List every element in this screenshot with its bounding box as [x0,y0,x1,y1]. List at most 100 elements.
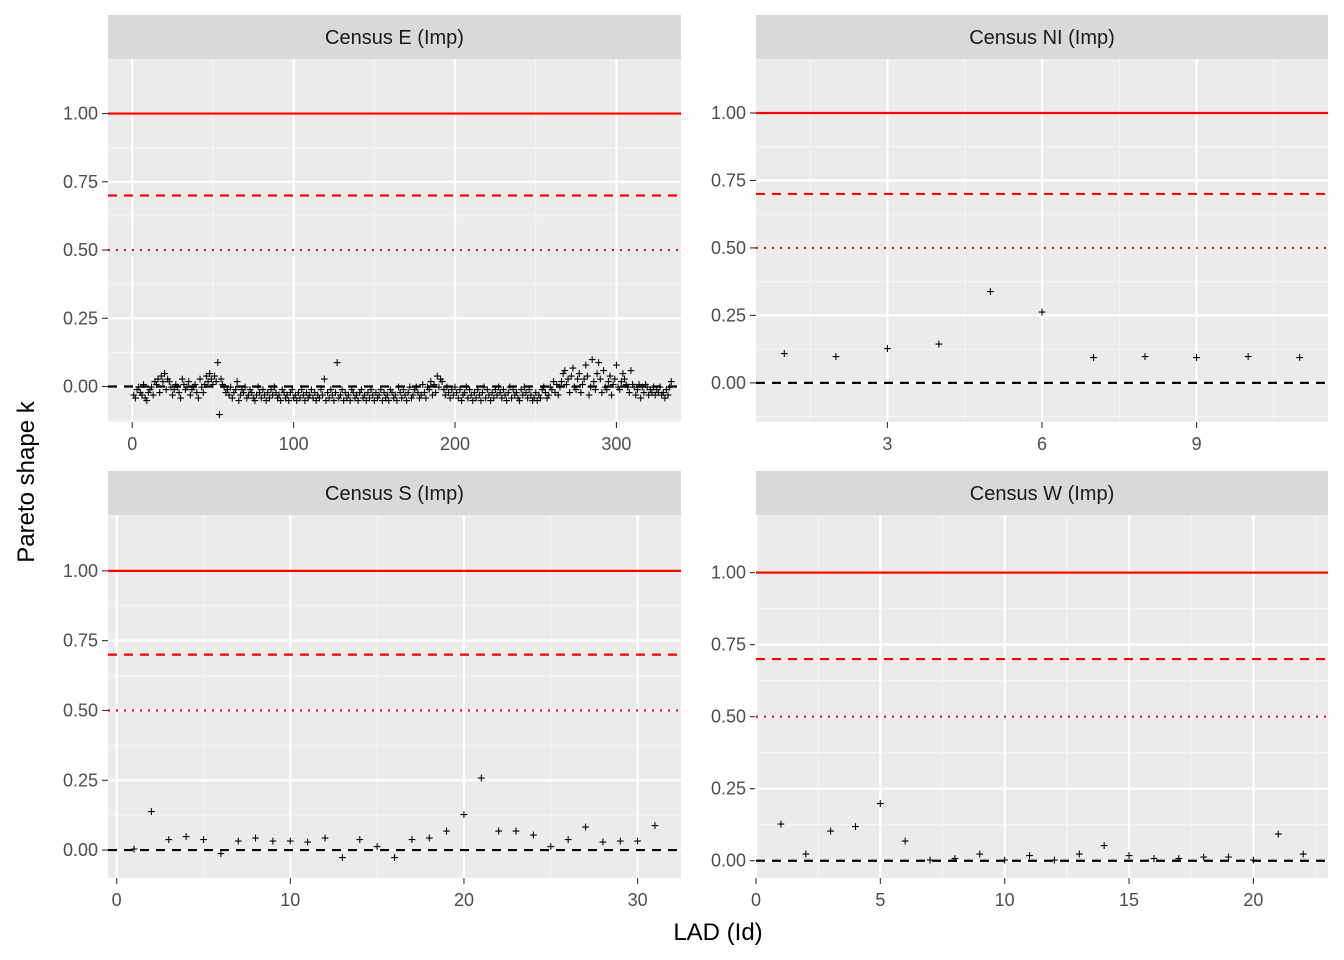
data-point: + [161,366,169,381]
data-point: + [417,388,425,403]
data-point: + [522,385,530,400]
data-point: + [285,394,293,409]
y-tick-label: 0.50 [63,240,98,260]
data-point: + [462,380,470,395]
x-tick-label: 3 [882,434,892,454]
data-point: + [320,372,328,387]
data-point: + [209,377,217,392]
data-point: + [488,385,496,400]
data-point: + [832,349,840,364]
data-point: + [146,383,154,398]
data-point: + [469,394,477,409]
data-point: + [529,828,537,843]
data-point: + [575,366,583,381]
data-point: + [579,377,587,392]
x-tick-label: 300 [601,434,631,454]
data-point: + [664,388,672,403]
data-point: + [291,388,299,403]
data-point: + [159,375,167,390]
data-point: + [172,377,180,392]
data-point: + [401,388,409,403]
data-point: + [230,385,238,400]
y-tick-label: 0.50 [711,238,746,258]
data-point: + [359,391,367,406]
data-point: + [659,385,667,400]
y-tick-label: 1.00 [711,563,746,583]
data-point: + [1038,305,1046,320]
data-point: + [243,391,251,406]
data-points: + + + + + + + + + + + + + + + + + + + + + + [777,797,1307,868]
data-point: + [951,851,959,866]
data-point: + [375,388,383,403]
data-point: + [203,369,211,384]
data-point: + [338,851,346,866]
data-point: + [433,369,441,384]
panel-2: Census NI (Imp)0.000.250.500.751.003 6 9+ +… [711,15,1328,454]
data-point: + [280,385,288,400]
data-point: + [547,839,555,854]
data-point: + [147,804,155,819]
data-point: + [200,832,208,847]
data-point: + [307,383,315,398]
data-point: + [398,391,406,406]
data-point: + [1125,848,1133,863]
data-point: + [472,391,480,406]
data-point: + [217,372,225,387]
data-point: + [425,383,433,398]
x-tick-label: 6 [1037,434,1047,454]
data-point: + [483,383,491,398]
data-point: + [642,377,650,392]
data-point: + [511,388,519,403]
data-point: + [316,391,324,406]
data-point: + [264,385,272,400]
reference-lines [756,111,1328,384]
x-tick-label: 0 [127,434,137,454]
data-point: + [370,394,378,409]
data-point: + [215,407,223,422]
data-point: + [1200,850,1208,865]
data-point: + [252,831,260,846]
plot-background [756,515,1328,878]
data-point: + [361,388,369,403]
data-point: + [643,380,651,395]
data-point: + [595,355,603,370]
data-point: + [487,394,495,409]
data-point: + [561,364,569,379]
data-point: + [599,835,607,850]
data-point: + [408,391,416,406]
data-point: + [926,853,934,868]
data-point: + [388,385,396,400]
data-point: + [420,385,428,400]
data-point: + [245,388,253,403]
data-point: + [619,366,627,381]
data-point: + [509,383,517,398]
data-point: + [299,388,307,403]
data-point: + [1249,853,1257,868]
data-point: + [477,394,485,409]
data-point: + [406,380,414,395]
data-point: + [883,341,891,356]
data-point: + [566,385,574,400]
data-point: + [634,834,642,849]
data-point: + [286,834,294,849]
data-point: + [637,391,645,406]
data-point: + [976,847,984,862]
data-point: + [278,383,286,398]
data-point: + [616,834,624,849]
data-point: + [638,380,646,395]
x-tick-label: 5 [875,890,885,910]
data-point: + [354,394,362,409]
x-tick-label: 200 [440,434,470,454]
data-point: + [1225,850,1233,865]
data-point: + [356,385,364,400]
data-point: + [225,388,233,403]
data-point: + [852,820,860,835]
data-point: + [548,383,556,398]
data-point: + [435,380,443,395]
data-point: + [1150,851,1158,866]
data-point: + [585,388,593,403]
data-point: + [613,358,621,373]
data-point: + [288,383,296,398]
data-point: + [387,383,395,398]
data-point: + [466,383,474,398]
